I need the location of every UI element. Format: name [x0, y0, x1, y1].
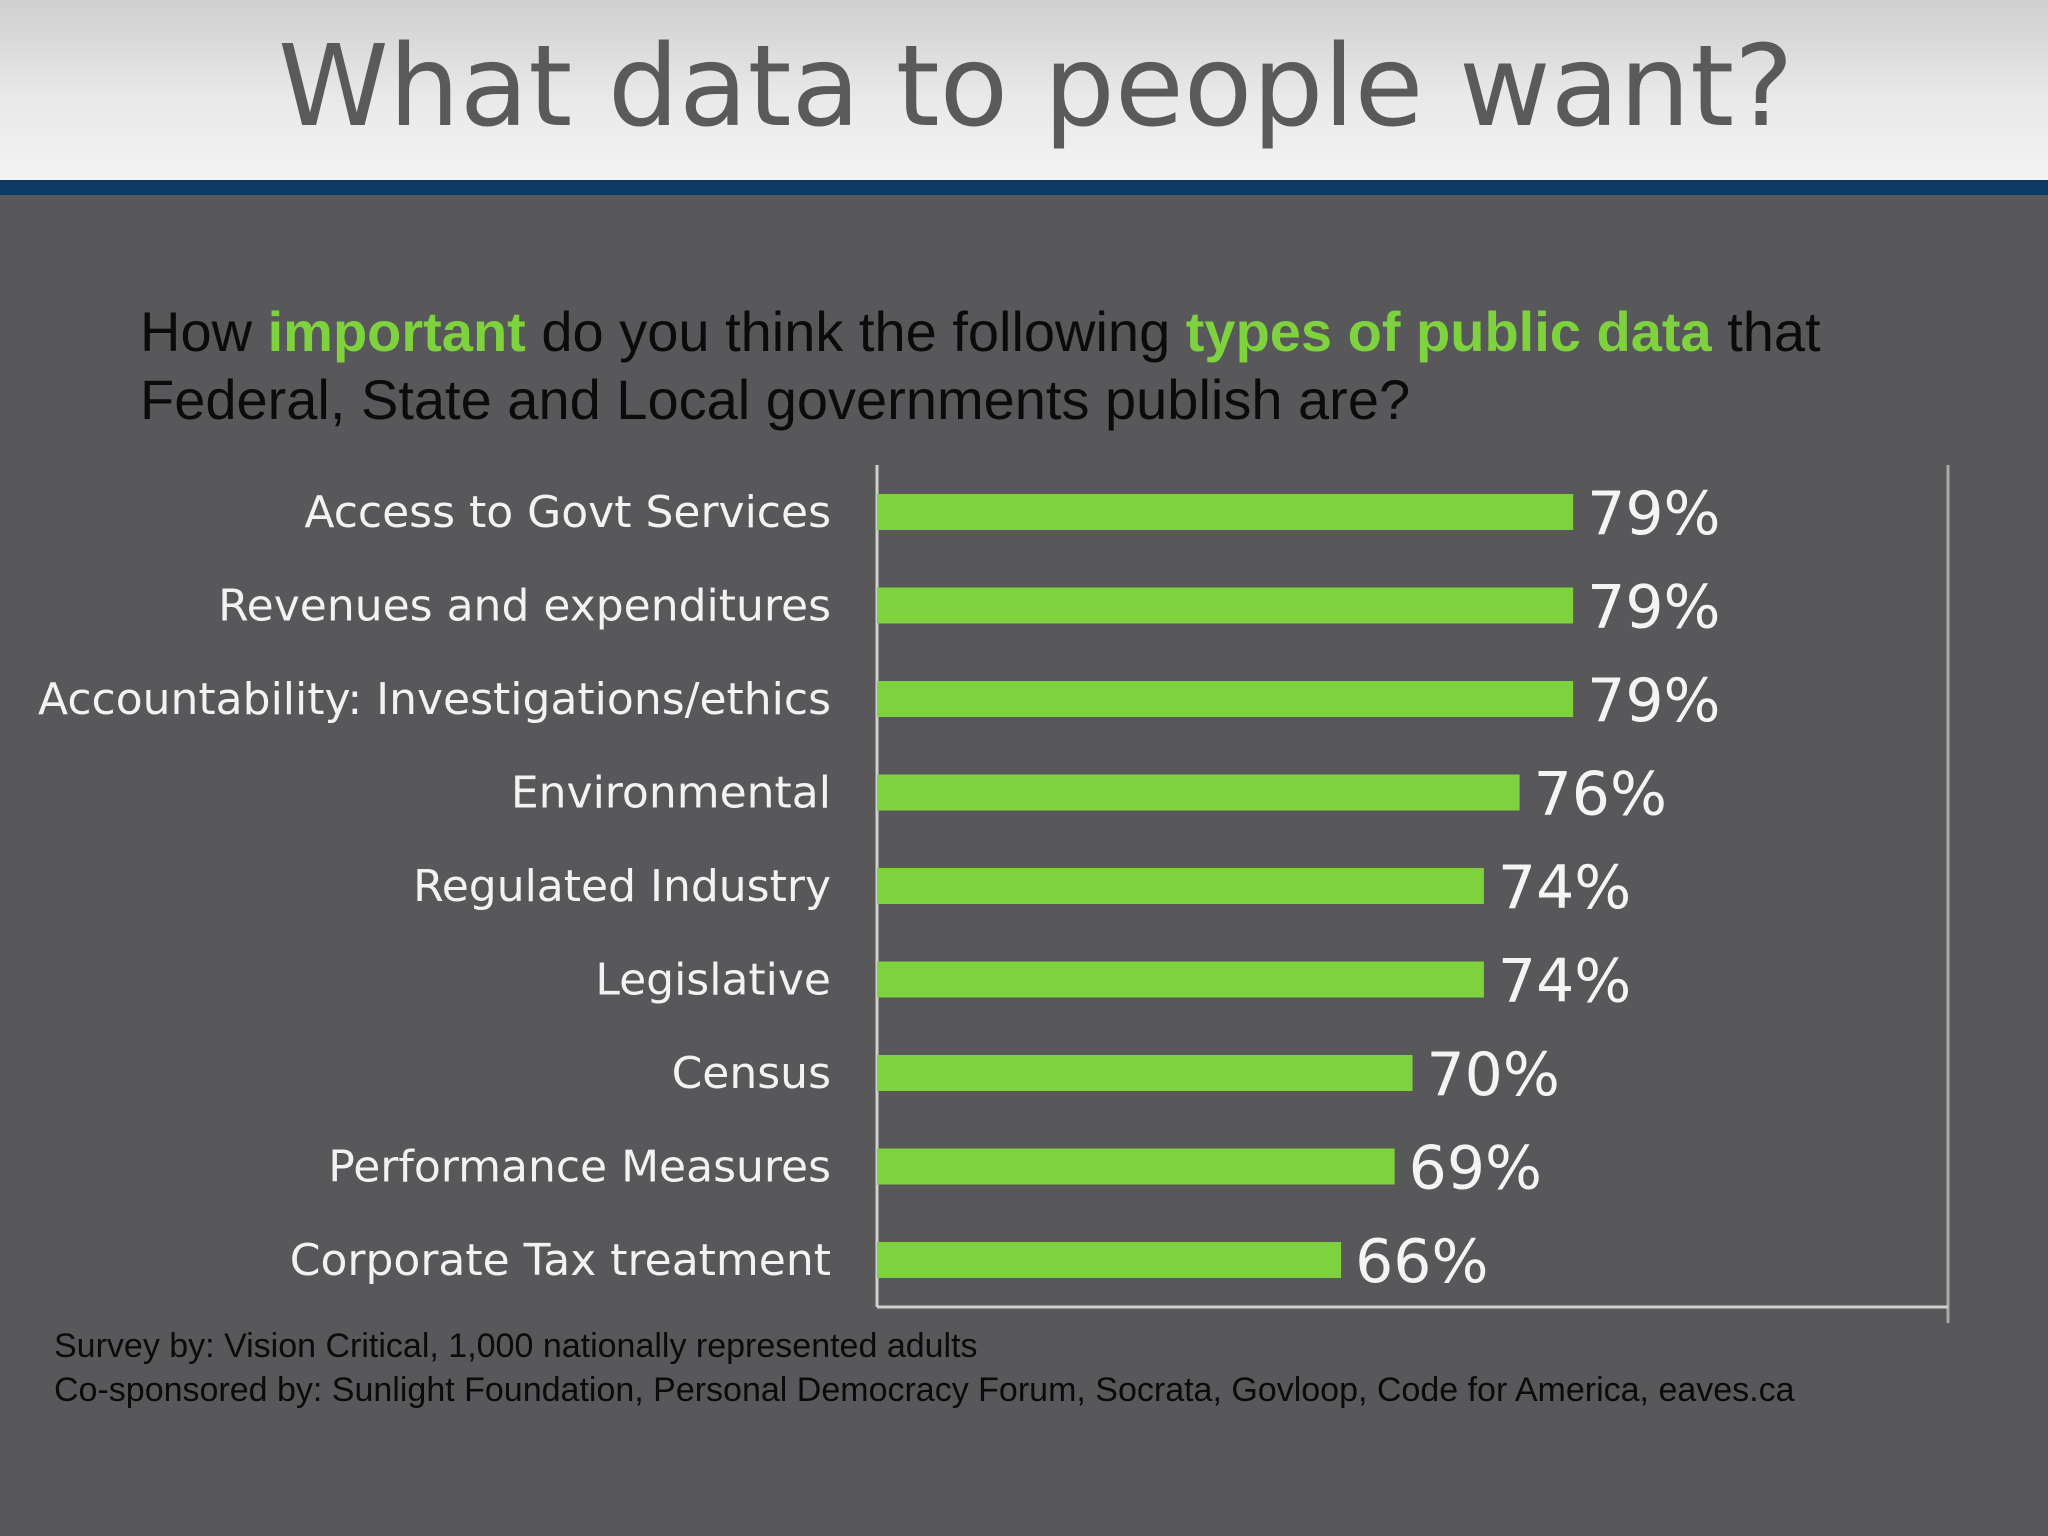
- page-title: What data to people want?: [278, 22, 1794, 152]
- value-label: 74%: [1498, 947, 1631, 1017]
- category-label: Revenues and expenditures: [218, 581, 831, 632]
- bar: [877, 1242, 1342, 1278]
- question-highlight-types: types of public data: [1185, 300, 1712, 363]
- bar: [877, 494, 1574, 530]
- survey-question: How important do you think the following…: [140, 298, 1940, 434]
- bar: [877, 774, 1520, 811]
- bar: [877, 681, 1574, 717]
- bars: Access to Govt Services 79% Revenues and e…: [38, 479, 1720, 1297]
- value-label: 66%: [1355, 1227, 1488, 1297]
- bar: [877, 1148, 1395, 1185]
- value-label: 79%: [1587, 479, 1720, 549]
- value-label: 79%: [1587, 573, 1720, 643]
- value-label: 79%: [1587, 666, 1720, 736]
- question-text-1: How: [140, 300, 268, 363]
- question-highlight-important: important: [267, 300, 526, 363]
- sponsor-credit: Co-sponsored by: Sunlight Foundation, Pe…: [54, 1371, 1795, 1409]
- survey-credit: Survey by: Vision Critical, 1,000 nation…: [54, 1327, 978, 1365]
- bar: [877, 868, 1484, 904]
- question-text-3: that Federal, State and Local government…: [140, 300, 1821, 431]
- value-label: 70%: [1427, 1040, 1560, 1110]
- category-label: Regulated Industry: [413, 861, 831, 912]
- bar: [877, 961, 1484, 998]
- value-label: 76%: [1534, 760, 1667, 830]
- bar: [877, 587, 1574, 624]
- category-label: Performance Measures: [328, 1142, 831, 1193]
- title-banner: What data to people want?: [0, 0, 2048, 180]
- bar-chart: Access to Govt Services 79% Revenues and e…: [38, 465, 1950, 1323]
- value-label: 74%: [1498, 853, 1631, 923]
- category-label: Accountability: Investigations/ethics: [38, 674, 831, 725]
- category-label: Corporate Tax treatment: [290, 1235, 831, 1286]
- category-label: Census: [672, 1048, 831, 1099]
- footer-notes: Survey by: Vision Critical, 1,000 nation…: [54, 1324, 1795, 1412]
- question-text-2: do you think the following: [525, 300, 1186, 363]
- category-label: Legislative: [595, 955, 831, 1006]
- category-label: Access to Govt Services: [304, 487, 831, 538]
- value-label: 69%: [1409, 1134, 1542, 1204]
- bar: [877, 1055, 1413, 1091]
- category-label: Environmental: [511, 768, 831, 819]
- title-divider: [0, 180, 2048, 195]
